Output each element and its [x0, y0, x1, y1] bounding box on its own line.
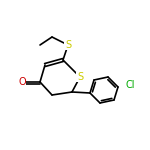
Text: S: S: [77, 72, 83, 82]
Text: Cl: Cl: [125, 80, 135, 90]
Text: O: O: [18, 77, 26, 87]
Text: S: S: [65, 40, 71, 50]
